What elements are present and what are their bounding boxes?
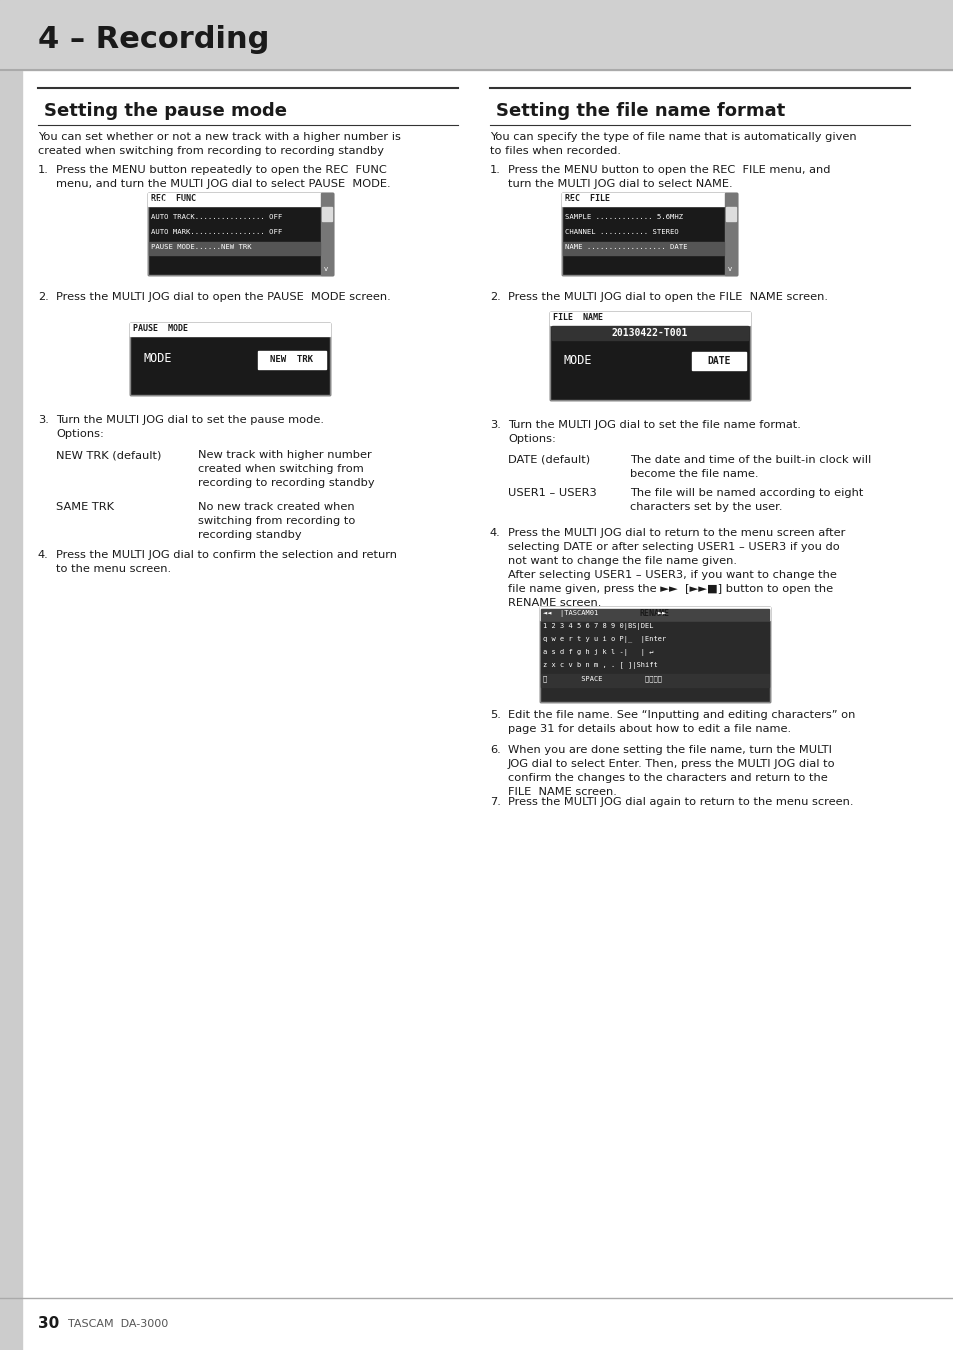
Bar (322, 207, 332, 221)
Text: MODE: MODE (144, 352, 172, 366)
Text: q w e r t y u i o P|_  |Enter: q w e r t y u i o P|_ |Enter (542, 636, 665, 643)
Text: AUTO MARK................. OFF: AUTO MARK................. OFF (151, 230, 282, 235)
Text: Setting the pause mode: Setting the pause mode (44, 103, 287, 120)
Text: SYNC REC................... OFF: SYNC REC................... OFF (151, 198, 286, 205)
Text: TASCAM  DA-3000: TASCAM DA-3000 (68, 1319, 168, 1328)
Bar (550, 312, 749, 400)
Bar (257, 351, 326, 369)
Bar (540, 648, 768, 662)
Bar (562, 242, 723, 255)
Text: AUTO TRACK................ OFF: AUTO TRACK................ OFF (151, 215, 282, 220)
Text: v: v (324, 266, 328, 271)
Bar (148, 193, 320, 207)
Text: DATE (default): DATE (default) (507, 455, 590, 464)
Bar (539, 608, 769, 702)
Text: ◄◄  |TASCAM01              ►►: ◄◄ |TASCAM01 ►► (542, 610, 665, 617)
Text: z x c v b n m , . [ ]|Shift: z x c v b n m , . [ ]|Shift (542, 662, 657, 670)
Text: 30: 30 (38, 1316, 59, 1331)
Text: 5.: 5. (490, 710, 500, 720)
Bar (149, 242, 319, 255)
Text: 6.: 6. (490, 745, 500, 755)
Text: MODE: MODE (563, 354, 592, 366)
Text: RENAME: RENAME (639, 609, 669, 617)
Text: v: v (727, 266, 731, 271)
Text: 1.: 1. (38, 165, 49, 176)
Text: You can specify the type of file name that is automatically given
to files when : You can specify the type of file name th… (490, 132, 856, 157)
Bar (540, 609, 768, 622)
Text: 4.: 4. (38, 549, 49, 560)
Bar (552, 325, 747, 340)
Text: USER1 – USER3: USER1 – USER3 (507, 487, 597, 498)
Text: The date and time of the built-in clock will
become the file name.: The date and time of the built-in clock … (629, 455, 870, 479)
Text: 4 – Recording: 4 – Recording (38, 26, 269, 54)
Text: PAUSE MODE......NEW TRK: PAUSE MODE......NEW TRK (151, 244, 252, 250)
Text: Press the MULTI JOG dial to open the PAUSE  MODE screen.: Press the MULTI JOG dial to open the PAU… (56, 292, 391, 302)
Text: CHANNEL ........... STEREO: CHANNEL ........... STEREO (564, 230, 678, 235)
Bar (130, 323, 330, 336)
Text: REC  FILE: REC FILE (564, 194, 609, 202)
Text: When you are done setting the file name, turn the MULTI
JOG dial to select Enter: When you are done setting the file name,… (507, 745, 835, 796)
Text: You can set whether or not a new track with a higher number is
created when swit: You can set whether or not a new track w… (38, 132, 400, 157)
Bar (725, 207, 735, 221)
Text: 2.: 2. (38, 292, 49, 302)
Bar (130, 323, 330, 396)
Bar (691, 352, 745, 370)
Bar (561, 193, 737, 275)
Bar (130, 323, 330, 396)
Text: 2.: 2. (490, 292, 500, 302)
Text: SAMPLE ............. 5.6MHZ: SAMPLE ............. 5.6MHZ (564, 215, 682, 220)
Bar (0, 0, 22, 1350)
Bar (724, 193, 737, 275)
Text: ※        SPACE          ※※※※: ※ SPACE ※※※※ (542, 675, 661, 682)
Text: Press the MULTI JOG dial to confirm the selection and return
to the menu screen.: Press the MULTI JOG dial to confirm the … (56, 549, 396, 574)
Text: 20130422-T001: 20130422-T001 (611, 328, 687, 338)
Bar (0, 0, 953, 70)
Bar (540, 674, 768, 687)
Text: NEW TRK (default): NEW TRK (default) (56, 450, 161, 460)
Text: New track with higher number
created when switching from
recording to recording : New track with higher number created whe… (198, 450, 375, 487)
Text: Edit the file name. See “Inputting and editing characters” on
page 31 for detail: Edit the file name. See “Inputting and e… (507, 710, 855, 734)
Bar (561, 193, 724, 207)
Text: 7.: 7. (490, 796, 500, 807)
Text: SAME TRK: SAME TRK (56, 502, 113, 512)
Bar (148, 193, 333, 275)
Text: Press the MENU button repeatedly to open the REC  FUNC
menu, and turn the MULTI : Press the MENU button repeatedly to open… (56, 165, 390, 189)
Text: NEW  TRK: NEW TRK (271, 355, 314, 364)
Text: FILE ............... DSDIFF: FILE ............... DSDIFF (564, 198, 682, 205)
Text: DATE: DATE (706, 356, 730, 366)
Text: PAUSE  MODE: PAUSE MODE (132, 324, 188, 333)
Text: NAME .................. DATE: NAME .................. DATE (564, 244, 687, 250)
Text: Press the MULTI JOG dial to return to the menu screen after
selecting DATE or af: Press the MULTI JOG dial to return to th… (507, 528, 844, 608)
Bar (540, 662, 768, 674)
Bar (148, 193, 333, 275)
Text: 1.: 1. (490, 165, 500, 176)
Text: Setting the file name format: Setting the file name format (496, 103, 784, 120)
Text: 3.: 3. (490, 420, 500, 431)
Text: Press the MULTI JOG dial to open the FILE  NAME screen.: Press the MULTI JOG dial to open the FIL… (507, 292, 827, 302)
Text: No new track created when
switching from recording to
recording standby: No new track created when switching from… (198, 502, 355, 540)
Text: a s d f g h j k l -|   | ↵: a s d f g h j k l -| | ↵ (542, 649, 657, 656)
Bar (539, 608, 769, 620)
Bar (550, 312, 749, 400)
Bar (320, 193, 333, 275)
Bar (539, 608, 769, 702)
Text: 4.: 4. (490, 528, 500, 539)
Bar (540, 622, 768, 634)
Bar (540, 634, 768, 648)
Text: FILE  NAME: FILE NAME (553, 313, 602, 323)
Text: Turn the MULTI JOG dial to set the pause mode.
Options:: Turn the MULTI JOG dial to set the pause… (56, 414, 324, 439)
Text: Turn the MULTI JOG dial to set the file name format.
Options:: Turn the MULTI JOG dial to set the file … (507, 420, 800, 444)
Bar (561, 193, 737, 275)
Text: Press the MENU button to open the REC  FILE menu, and
turn the MULTI JOG dial to: Press the MENU button to open the REC FI… (507, 165, 830, 189)
Text: 3.: 3. (38, 414, 49, 425)
Text: The file will be named according to eight
characters set by the user.: The file will be named according to eigh… (629, 487, 862, 512)
Text: Press the MULTI JOG dial again to return to the menu screen.: Press the MULTI JOG dial again to return… (507, 796, 853, 807)
Text: 1 2 3 4 5 6 7 8 9 0|BS|DEL: 1 2 3 4 5 6 7 8 9 0|BS|DEL (542, 622, 653, 630)
Bar (550, 312, 749, 325)
Text: REC  FUNC: REC FUNC (151, 194, 195, 202)
